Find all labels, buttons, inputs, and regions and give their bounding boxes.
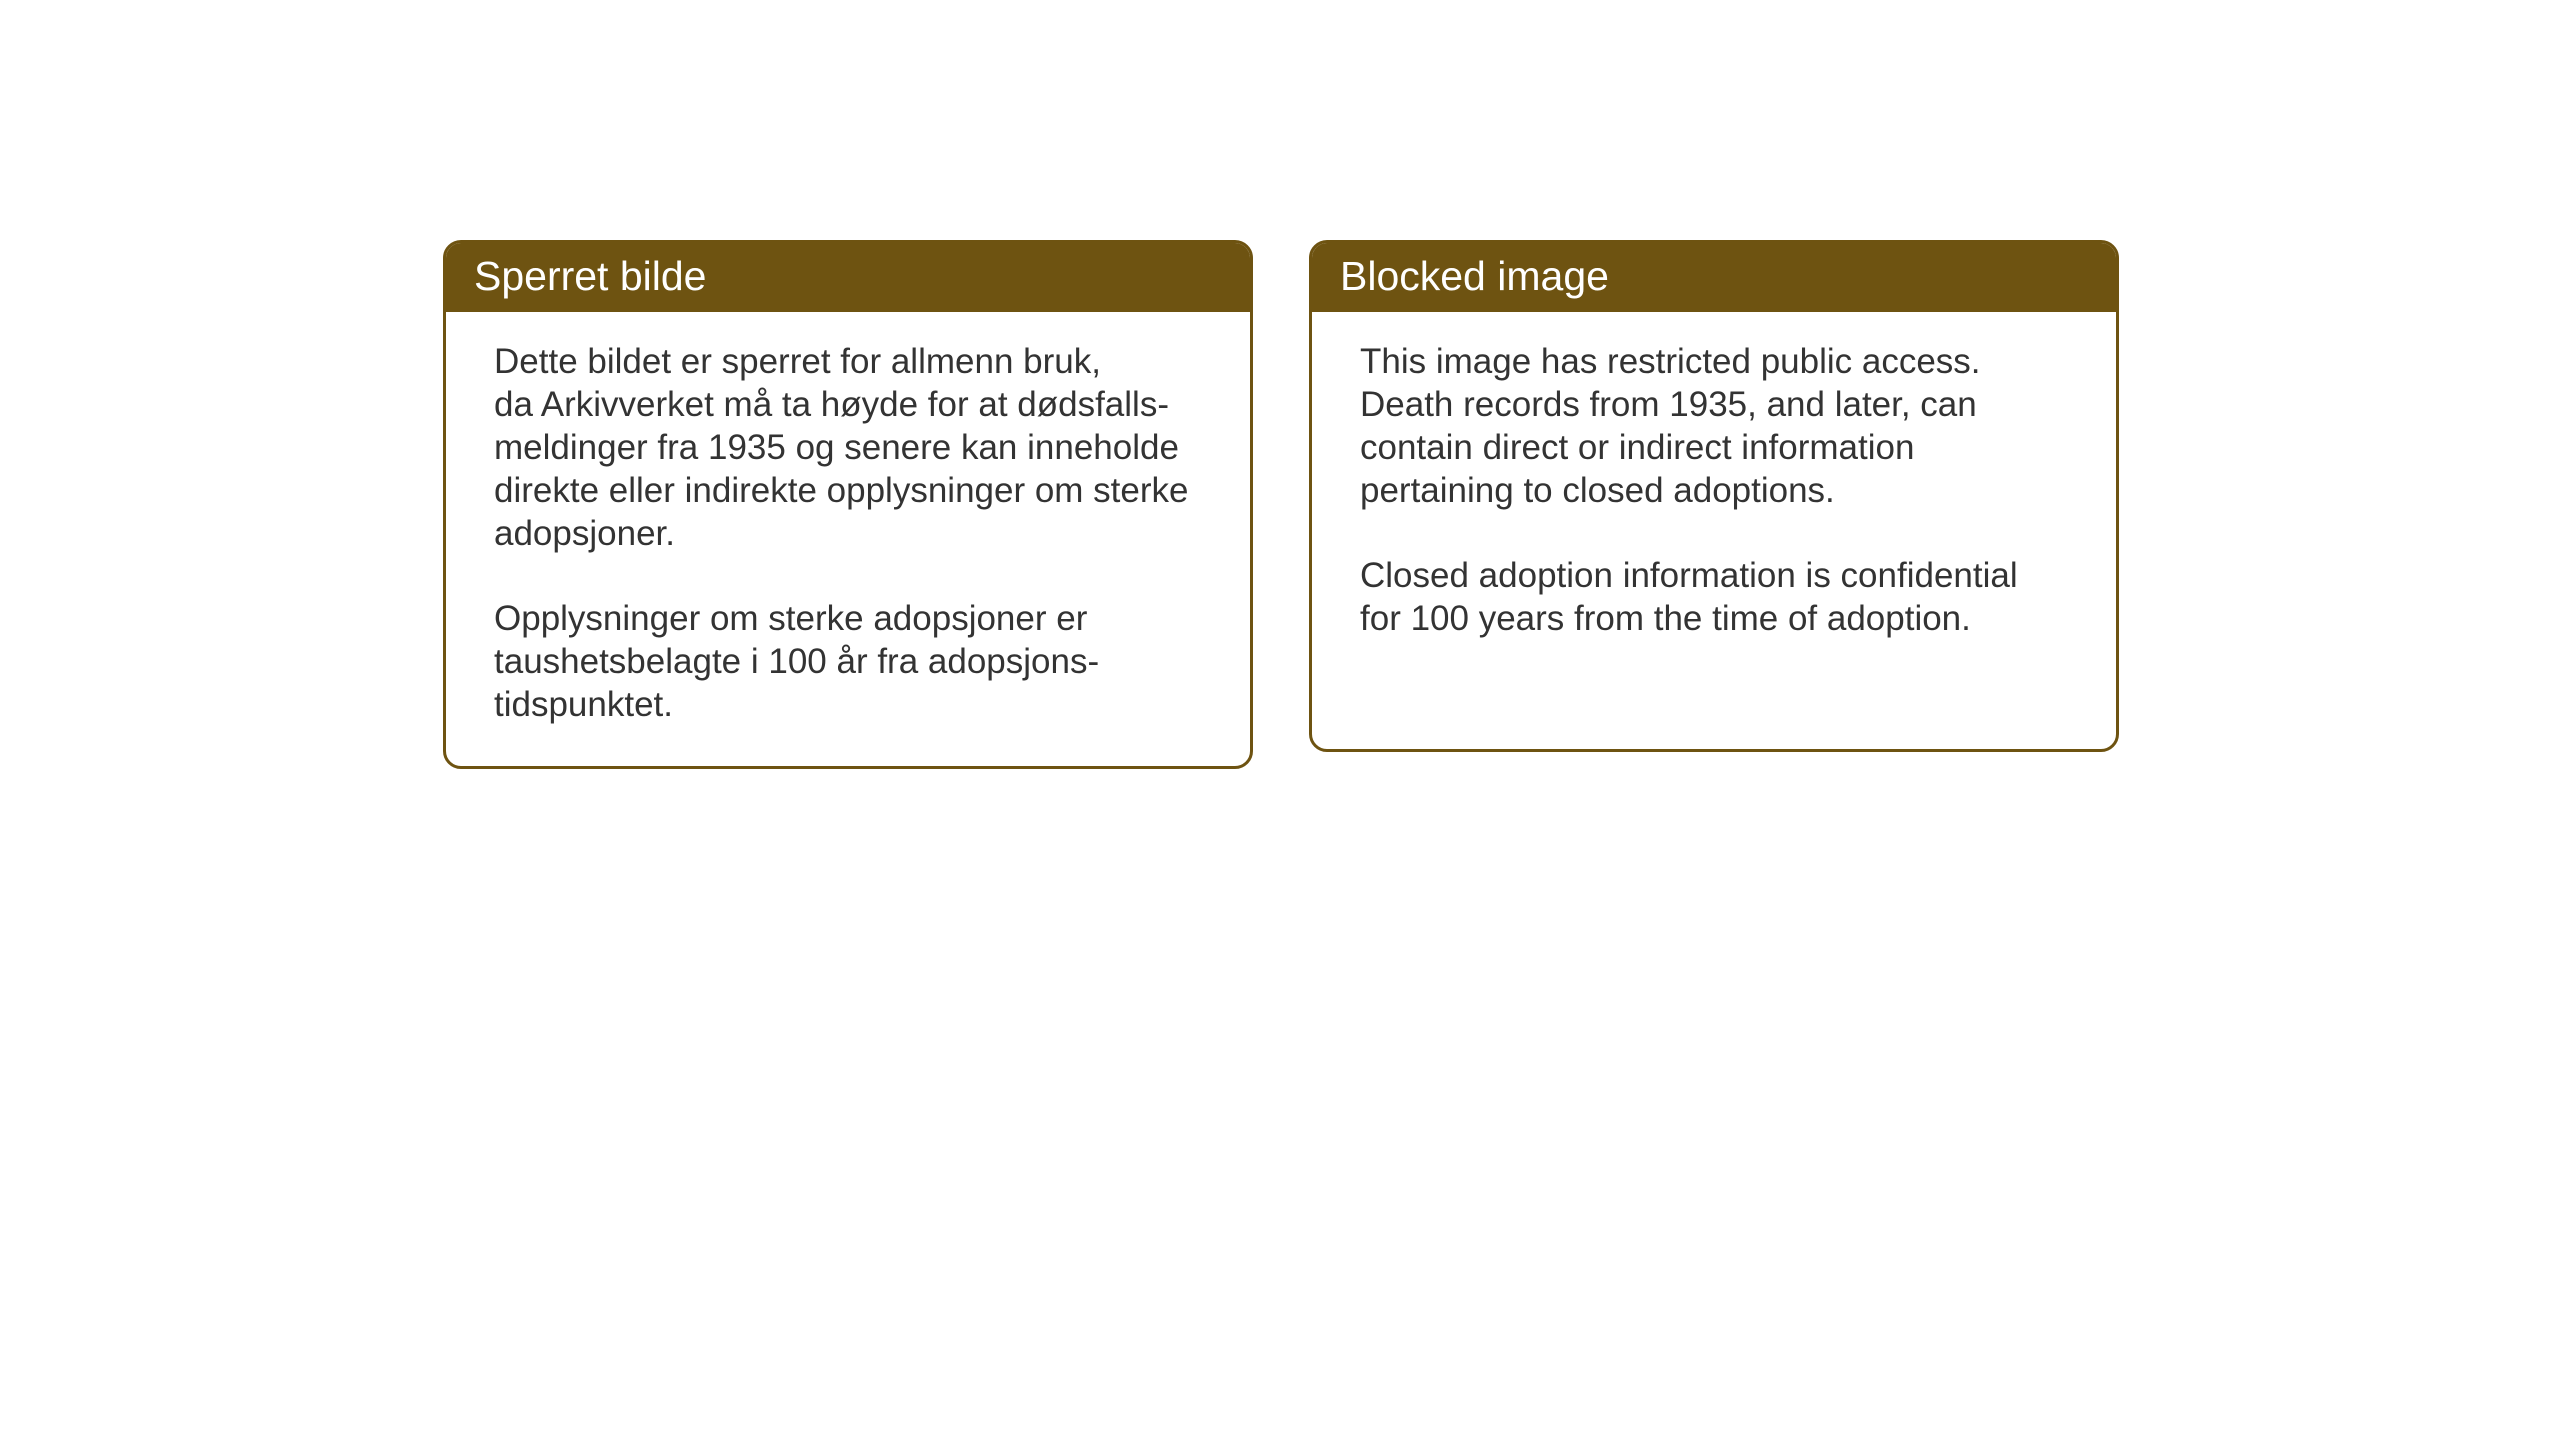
norwegian-card-title: Sperret bilde [446, 243, 1250, 312]
norwegian-card-body: Dette bildet er sperret for allmenn bruk… [446, 312, 1250, 766]
english-paragraph-1: This image has restricted public access.… [1360, 340, 2068, 512]
english-card-title: Blocked image [1312, 243, 2116, 312]
english-paragraph-2: Closed adoption information is confident… [1360, 554, 2068, 640]
norwegian-paragraph-2: Opplysninger om sterke adopsjoner er tau… [494, 597, 1202, 726]
english-card-body: This image has restricted public access.… [1312, 312, 2116, 680]
norwegian-notice-card: Sperret bilde Dette bildet er sperret fo… [443, 240, 1253, 769]
norwegian-paragraph-1: Dette bildet er sperret for allmenn bruk… [494, 340, 1202, 555]
notice-cards-container: Sperret bilde Dette bildet er sperret fo… [443, 240, 2119, 769]
english-notice-card: Blocked image This image has restricted … [1309, 240, 2119, 752]
